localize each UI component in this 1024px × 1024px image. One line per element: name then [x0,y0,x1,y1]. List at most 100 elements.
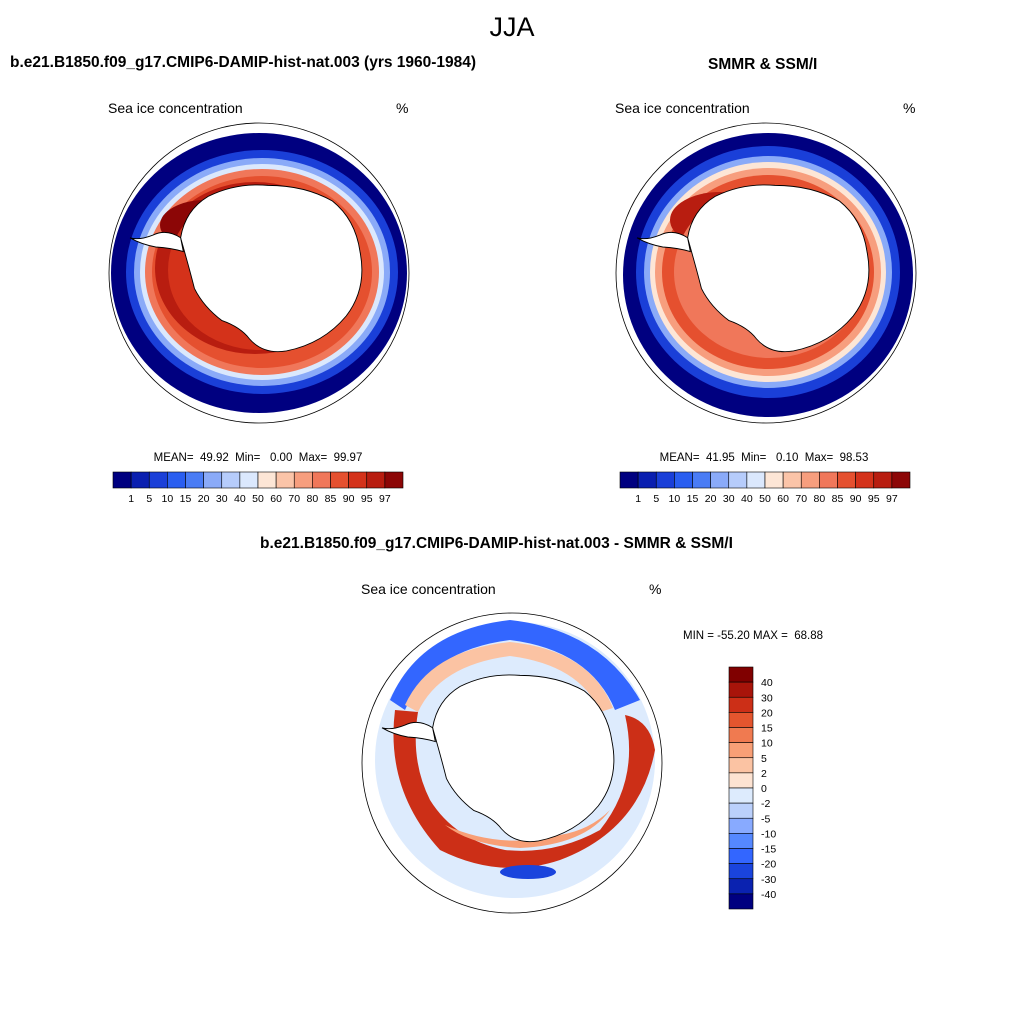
left-colorbar-swatch [293,471,313,489]
left-colorbar-tick-label: 5 [146,493,152,505]
right-colorbar-tick-label: 10 [669,493,681,505]
diff-colorbar-swatch [728,878,754,895]
right-colorbar-tick-label: 80 [814,493,826,505]
right-colorbar-tick-label: 97 [886,493,898,505]
diff-colorbar-swatch [728,727,754,743]
left-colorbar-swatch [312,471,331,489]
left-colorbar-swatch [275,471,295,489]
right-map-border [615,122,917,424]
right-colorbar-tick-label: 95 [868,493,880,505]
diff-colorbar-swatch [728,757,754,774]
diff-stats: MIN = -55.20 MAX = 68.88 [683,630,823,642]
right-colorbar-swatch [655,471,675,489]
right-colorbar-tick-label: 60 [777,493,789,505]
left-colorbar-swatch [384,471,404,489]
right-stats: MEAN= 41.95 Min= 0.10 Max= 98.53 [659,452,869,464]
right-colorbar-tick-label: 20 [705,493,717,505]
diff-colorbar-swatch [728,742,754,759]
left-colorbar-tick-label: 10 [162,493,174,505]
diff-colorbar-tick-label: -20 [761,859,776,871]
diff-polar-map [362,613,662,913]
right-panel-title: SMMR & SSM/I [708,56,818,73]
left-colorbar-tick-label: 20 [198,493,210,505]
diff-colorbar-tick-label: 20 [761,707,773,719]
diff-colorbar-tick-label: -15 [761,844,776,856]
left-colorbar-swatch [257,471,277,489]
left-colorbar-swatch [130,471,150,489]
right-colorbar-swatch [873,471,893,489]
diff-colorbar-tick-label: 10 [761,738,773,750]
left-map-border [108,122,410,424]
diff-colorbar-tick-label: -30 [761,874,776,886]
left-colorbar-swatch [185,471,204,489]
right-units-label: % [903,100,916,116]
left-colorbar-swatch [221,471,241,489]
left-colorbar-tick-label: 85 [325,493,337,505]
left-colorbar-tick-label: 80 [307,493,319,505]
left-colorbar-tick-label: 50 [252,493,264,505]
left-colorbar-swatch [148,471,168,489]
left-colorbar-swatch [203,471,223,489]
left-colorbar-tick-label: 70 [288,493,300,505]
right-colorbar-swatch [619,471,639,489]
left-colorbar-swatch [167,471,186,489]
right-colorbar-swatch [710,471,730,489]
right-colorbar-tick-label: 85 [832,493,844,505]
right-colorbar-tick-label: 1 [635,493,641,505]
right-colorbar-tick-label: 50 [759,493,771,505]
diff-variable-label: Sea ice concentration [361,581,496,597]
right-colorbar-swatch [891,471,911,489]
right-colorbar-swatch [674,471,693,489]
left-colorbar-tick-label: 90 [343,493,355,505]
diff-colorbar-swatch [728,712,754,728]
left-colorbar-tick-label: 60 [270,493,282,505]
left-colorbar-tick-label: 15 [180,493,192,505]
left-colorbar-swatch [112,471,132,489]
left-colorbar-swatch [348,471,368,489]
diff-colorbar-swatch [728,848,754,864]
left-colorbar-tick-label: 40 [234,493,246,505]
left-colorbar-swatch [239,471,259,489]
diff-colorbar-swatch [728,666,754,683]
right-colorbar: 1 5 10 15 20 30 40 50 60 70 80 85 90 95 97 [619,471,911,505]
diff-colorbar-swatch [728,681,754,698]
diff-colorbar-tick-label: 15 [761,723,773,735]
diff-panel-title: b.e21.B1850.f09_g17.CMIP6-DAMIP-hist-nat… [260,535,733,552]
right-colorbar-tick-label: 40 [741,493,753,505]
diff-units-label: % [649,581,662,597]
diff-colorbar-swatch [728,863,754,880]
diff-colorbar-tick-label: 40 [761,677,773,689]
diff-colorbar-tick-label: 0 [761,783,767,795]
diff-colorbar-tick-label: 2 [761,768,767,780]
right-variable-label: Sea ice concentration [615,100,750,116]
diff-colorbar-tick-label: -10 [761,828,776,840]
left-colorbar-tick-label: 30 [216,493,228,505]
right-polar-map [616,123,916,423]
left-colorbar-swatch [330,471,349,489]
right-colorbar-swatch [764,471,784,489]
right-colorbar-swatch [800,471,820,489]
right-colorbar-swatch [728,471,748,489]
diff-colorbar-swatch [728,787,754,804]
right-colorbar-swatch [837,471,856,489]
figure-title: JJA [489,12,535,42]
left-panel-title: b.e21.B1850.f09_g17.CMIP6-DAMIP-hist-nat… [10,54,477,71]
diff-map-border [361,612,663,914]
right-colorbar-swatch [855,471,875,489]
left-colorbar: 1 5 10 15 20 30 40 50 60 70 80 85 90 95 97 [112,471,404,505]
left-units-label: % [396,100,409,116]
diff-colorbar-tick-label: 30 [761,692,773,704]
right-colorbar-tick-label: 90 [850,493,862,505]
left-colorbar-tick-label: 1 [128,493,134,505]
diff-colorbar-tick-label: 5 [761,753,767,765]
right-colorbar-tick-label: 5 [653,493,659,505]
right-colorbar-swatch [819,471,838,489]
diff-colorbar-swatch [728,817,754,834]
diff-colorbar-swatch [728,833,754,849]
right-colorbar-swatch [637,471,657,489]
diff-colorbar-swatch [728,696,754,713]
right-colorbar-swatch [782,471,802,489]
diff-colorbar-swatch [728,772,754,789]
diff-colorbar-tick-label: -2 [761,798,770,810]
